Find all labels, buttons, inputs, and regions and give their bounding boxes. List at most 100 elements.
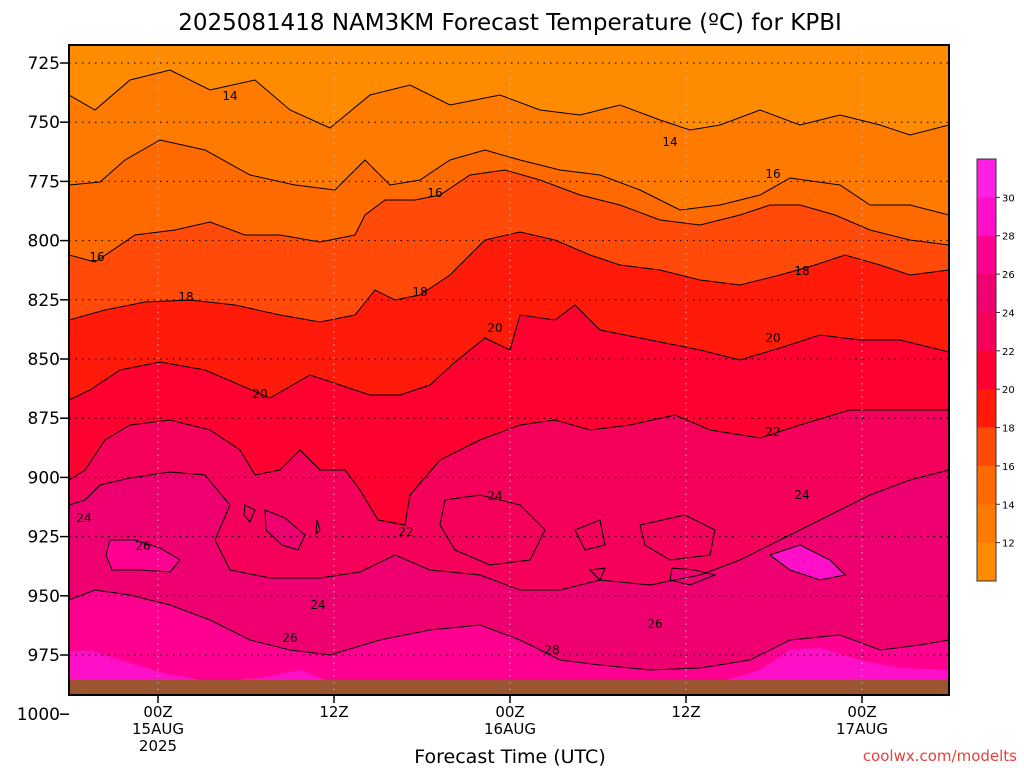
colorbar-tick-label: 12 <box>1002 539 1015 550</box>
contour-line <box>69 409 949 526</box>
contour-value-label: 18 <box>412 285 427 299</box>
x-tick-label: 00Z <box>847 703 876 721</box>
colorbar-swatch <box>977 312 996 352</box>
colorbar-tick-label: 18 <box>1002 424 1015 435</box>
contour-line <box>69 589 949 671</box>
contour-value-label: 20 <box>252 387 267 401</box>
band-fill <box>770 545 845 580</box>
contour-value-label: 26 <box>135 539 150 553</box>
contour-line <box>439 494 546 566</box>
band-fill <box>69 590 949 695</box>
contour-line <box>768 544 847 581</box>
colorbar-swatch <box>977 427 996 467</box>
contour-value-label: 20 <box>765 331 780 345</box>
contour-value-label: 22 <box>765 425 780 439</box>
y-tick-label: 1000 <box>17 705 60 725</box>
y-tick-label: 750 <box>28 113 60 133</box>
y-axis: 725 750 775 800 825 850 875 900 925 950 975 1000 <box>17 54 69 725</box>
contour-line <box>69 469 949 591</box>
contour-line <box>574 519 606 551</box>
colorbar-swatch <box>977 159 996 198</box>
temperature-bands <box>69 45 949 695</box>
y-tick-label: 725 <box>28 54 60 74</box>
contour-line <box>69 304 949 401</box>
colorbar-swatch <box>977 389 996 429</box>
contour-value-label: 26 <box>282 631 297 645</box>
contour-line <box>243 504 256 523</box>
band-fill <box>265 510 305 550</box>
colorbar-tick-label: 22 <box>1002 347 1015 358</box>
contour-line <box>315 519 321 536</box>
x-tick-label: 16AUG <box>484 720 536 738</box>
contour-value-label: 24 <box>794 488 809 502</box>
chart-title: 2025081418 NAM3KM Forecast Temperature (… <box>178 10 842 36</box>
y-tick-label: 975 <box>28 646 60 666</box>
x-tick-label: 2025 <box>139 737 177 755</box>
y-tick-label: 925 <box>28 528 60 548</box>
x-tick-label: 00Z <box>143 703 172 721</box>
contour-line <box>69 139 949 216</box>
contour-labels: 14 14 16 16 16 18 18 18 20 20 20 22 22 24 24 24 24 26 26 26… <box>76 89 809 657</box>
y-tick-label: 775 <box>28 172 60 192</box>
contour-line <box>69 69 949 136</box>
contour-line <box>264 509 306 551</box>
y-tick-label: 800 <box>28 232 60 252</box>
colorbar-tick-label: 16 <box>1002 462 1015 473</box>
colorbar: 12 14 16 18 20 22 24 26 28 30 <box>976 158 1015 582</box>
colorbar-swatch <box>977 504 996 544</box>
ground-surface <box>69 680 949 695</box>
contour-value-label: 16 <box>765 167 780 181</box>
colorbar-tick-label: 28 <box>1002 232 1015 243</box>
colorbar-swatch <box>977 465 996 505</box>
colorbar-swatch <box>977 542 996 582</box>
band-fill <box>69 470 949 695</box>
colorbar-tick-label: 20 <box>1002 385 1015 396</box>
colorbar-swatch <box>977 350 996 390</box>
contour-value-label: 24 <box>76 511 91 525</box>
contour-value-label: 18 <box>794 264 809 278</box>
contour-line <box>69 231 949 323</box>
contour-line <box>639 514 716 561</box>
colorbar-frame <box>976 158 997 582</box>
contour-value-label: 28 <box>544 643 559 657</box>
grid-lines <box>69 45 949 695</box>
x-tick-label: 00Z <box>495 703 524 721</box>
colorbar-swatch <box>977 274 996 313</box>
colorbar-swatch <box>977 235 996 275</box>
colorbar-tick-label: 24 <box>1002 308 1015 319</box>
colorbar-swatch <box>977 197 996 237</box>
contour-value-label: 16 <box>427 186 442 200</box>
contour-value-label: 14 <box>662 135 677 149</box>
contour-value-label: 24 <box>487 489 502 503</box>
y-tick-label: 875 <box>28 409 60 429</box>
contour-value-label: 22 <box>398 525 413 539</box>
colorbar-tick-label: 14 <box>1002 500 1015 511</box>
contour-value-label: 18 <box>178 290 193 304</box>
contour-value-label: 24 <box>310 598 325 612</box>
contour-value-label: 16 <box>89 250 104 264</box>
band-fill <box>69 648 949 682</box>
contour-lines <box>69 69 949 671</box>
x-tick-label: 12Z <box>671 703 700 721</box>
y-tick-label: 850 <box>28 350 60 370</box>
contour-line <box>588 567 606 581</box>
contour-value-label: 26 <box>647 617 662 631</box>
x-tick-label: 15AUG <box>132 720 184 738</box>
y-tick-label: 950 <box>28 587 60 607</box>
contour-value-label: 20 <box>487 321 502 335</box>
band-fill <box>106 540 180 572</box>
colorbar-tick-label: 26 <box>1002 270 1015 281</box>
contour-line <box>105 539 181 573</box>
credit-text: coolwx.com/modelts <box>863 747 1017 765</box>
contour-line <box>669 567 717 586</box>
x-tick-label: 17AUG <box>836 720 888 738</box>
contour-value-label: 14 <box>222 89 237 103</box>
x-axis-label: Forecast Time (UTC) <box>414 746 605 768</box>
colorbar-tick-label: 30 <box>1002 193 1015 204</box>
y-tick-label: 900 <box>28 468 60 488</box>
x-tick-label: 12Z <box>319 703 348 721</box>
plot-frame <box>68 44 950 696</box>
contour-line <box>69 169 949 263</box>
